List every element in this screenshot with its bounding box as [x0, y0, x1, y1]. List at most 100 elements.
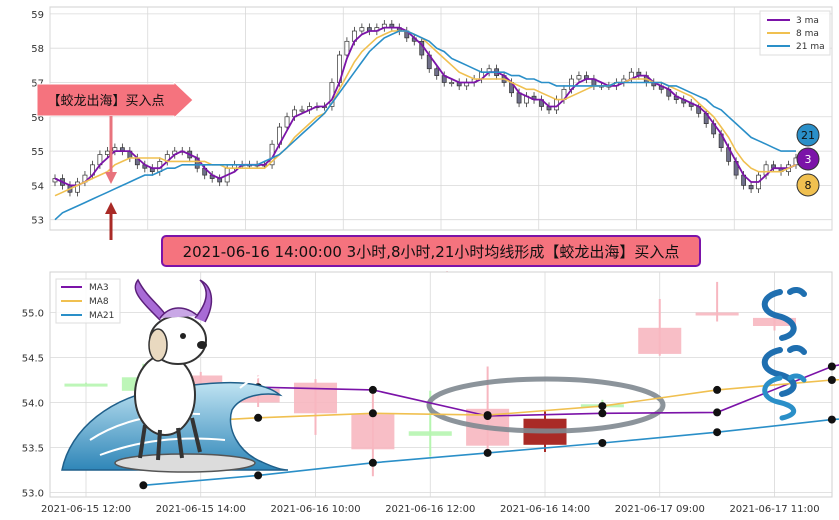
bottom-xtick-label: 2021-06-15 14:00 — [156, 504, 246, 515]
bottom-ma-point-MA21 — [713, 428, 722, 437]
badge-21 — [796, 123, 820, 147]
badge-3-label: 3 — [805, 153, 812, 166]
blue-dragon-2 — [761, 344, 807, 397]
crossover-ellipse — [426, 376, 666, 434]
bottom-ma-point-MA21 — [254, 471, 263, 480]
bottom-ma-point-MA8 — [827, 376, 836, 384]
dog-legs — [138, 417, 202, 461]
dragon-horns — [134, 278, 213, 323]
bottom-candle-body — [695, 312, 739, 316]
surfboard-shape — [114, 453, 256, 473]
dragon-crest — [159, 307, 199, 319]
bottom-legend: MA3 MA8 MA21 — [55, 278, 121, 324]
badge-8 — [796, 173, 820, 197]
bottom-ma-point-MA21 — [483, 448, 492, 457]
bottom-ytick-53: 53.0 — [22, 489, 44, 500]
bottom-ma-point-MA8 — [254, 413, 263, 422]
legend-label-MA21: MA21 — [89, 311, 114, 321]
dog-nose — [197, 341, 207, 349]
bottom-candle-body — [408, 431, 452, 436]
bottom-candle-body — [638, 327, 682, 354]
top-line-3-ma — [54, 26, 797, 187]
dog-eye — [180, 333, 186, 339]
top-candle-body — [748, 185, 754, 190]
top-candle-body — [359, 27, 365, 32]
top-ytick-56: 56 — [31, 113, 44, 124]
surfing-dragon-dog-illustration — [61, 278, 289, 473]
bottom-ytick-55: 55.0 — [22, 309, 44, 320]
bottom-ma-point-MA3 — [713, 408, 722, 417]
bottom-xtick-label: 2021-06-17 11:00 — [729, 504, 819, 515]
bottom-candle-body — [64, 383, 108, 387]
badge-3 — [796, 147, 820, 171]
bottom-y-axis: 53.0 53.5 54.0 54.5 55.0 — [22, 309, 44, 500]
top-candle-body — [104, 150, 110, 155]
top-grid — [49, 7, 833, 230]
blue-dragon-3 — [762, 373, 807, 421]
blue-dragons-decoration — [761, 286, 807, 421]
bottom-ma-point-MA3 — [827, 362, 836, 371]
top-ytick-54: 54 — [31, 181, 44, 192]
dog-ear — [148, 328, 168, 362]
bottom-ma-point-MA8 — [598, 402, 607, 411]
top-line-21-ma — [54, 30, 796, 221]
top-ma-lines — [54, 26, 797, 221]
legend-label-MA8: MA8 — [89, 297, 109, 307]
bottom-xtick-label: 2021-06-16 14:00 — [500, 504, 590, 515]
top-candle-body — [284, 116, 290, 128]
bottom-ma-point-MA21 — [139, 481, 148, 490]
bottom-ma-point-MA8 — [713, 385, 722, 394]
top-y-axis: 53545556575859 — [31, 10, 44, 227]
top-candle-body — [75, 181, 80, 193]
bottom-ytick-54: 54.0 — [22, 399, 44, 410]
legend-label-MA3: MA3 — [89, 283, 109, 293]
bottom-xtick-label: 2021-06-17 09:00 — [615, 504, 705, 515]
bottom-price-panel: 53.053.554.054.555.0 2021-06-15 12:00 202… — [22, 271, 839, 515]
top-candle-body — [299, 109, 305, 112]
ma-badges: 21 3 8 — [796, 123, 820, 197]
bottom-candle-body — [351, 414, 395, 450]
top-candle-body — [576, 75, 582, 80]
legend-label-21ma: 21 ma — [796, 42, 825, 52]
bottom-ma-lines — [139, 362, 839, 490]
bottom-ma-point-MA21 — [827, 415, 836, 424]
buy-point-down-arrowhead — [105, 172, 117, 184]
buy-point-arrow: 【蛟龙出海】买入点 — [36, 80, 194, 240]
top-ytick-53: 53 — [31, 216, 44, 227]
buy-point-arrow-shape — [36, 80, 194, 120]
signal-banner-text: 2021-06-16 14:00:00 3小时,8小时,21小时均线形成【蛟龙出… — [183, 243, 680, 261]
top-ytick-58: 58 — [31, 44, 44, 55]
bottom-ma-point-MA21 — [598, 439, 607, 447]
bottom-ma-point-MA3 — [368, 385, 377, 394]
top-ytick-59: 59 — [31, 10, 44, 21]
bottom-xtick-label: 2021-06-16 10:00 — [270, 504, 360, 515]
legend-label-8ma: 8 ma — [796, 29, 819, 39]
top-candle-body — [449, 82, 455, 85]
badge-8-label: 8 — [805, 179, 812, 192]
bottom-candle-body — [752, 317, 797, 326]
top-price-panel: 53545556575859 3 ma 8 ma 21 ma 21 3 8 【蛟… — [31, 6, 833, 240]
bottom-ytick-53.5: 53.5 — [22, 444, 44, 455]
bottom-ma-point-MA21 — [368, 458, 377, 467]
bottom-ma-point-MA8 — [368, 409, 377, 418]
dog-body — [134, 354, 196, 436]
bottom-ytick-54.5: 54.5 — [22, 354, 44, 365]
signal-banner-box — [161, 235, 701, 267]
bottom-ma-point-MA8 — [483, 411, 492, 420]
bottom-line-MA8 — [143, 378, 839, 425]
badge-21-label: 21 — [801, 129, 815, 142]
bottom-xtick-label: 2021-06-16 12:00 — [385, 504, 475, 515]
legend-label-3ma: 3 ma — [796, 16, 819, 26]
bottom-xtick-label: 2021-06-15 12:00 — [41, 504, 131, 515]
top-legend: 3 ma 8 ma 21 ma — [759, 10, 831, 56]
blue-dragon-1 — [761, 286, 807, 341]
buy-point-up-arrowhead — [105, 202, 117, 214]
top-candle-body — [344, 40, 350, 56]
top-ytick-55: 55 — [31, 147, 44, 158]
bottom-x-axis: 2021-06-15 12:00 2021-06-15 14:00 2021-06-… — [41, 504, 820, 515]
top-line-8-ma — [54, 30, 797, 197]
bottom-candle-body — [293, 382, 338, 414]
bottom-ma-point-MA3 — [598, 409, 607, 418]
top-candle-body — [434, 68, 440, 76]
